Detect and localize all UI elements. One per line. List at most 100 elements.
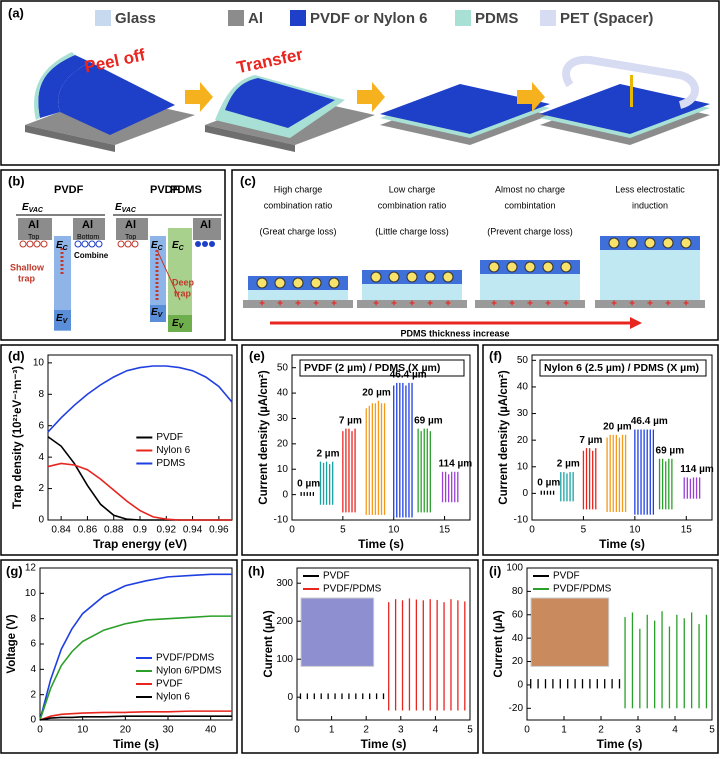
y-tick-label: -10 [514,515,529,526]
charge-sign: + [629,299,635,310]
subscript-label: EV [172,318,185,330]
step-label: Transfer [235,45,305,78]
legend-text: PDMS [156,458,185,469]
charge-sign: + [545,299,551,310]
label: PDMS thickness increase [400,328,509,338]
y-tick-label: 10 [517,461,529,472]
legend-text: PVDF/PDMS [553,584,612,595]
charge-sign: + [313,299,319,310]
y-tick-label: 0 [30,715,36,726]
caption: combintation [504,200,555,210]
y-tick-label: 10 [277,464,289,475]
y-tick-label: 30 [277,413,289,424]
label: Al [125,219,136,231]
panel-label: (e) [249,348,265,363]
series-label: 7 µm [339,415,362,426]
main: E [115,202,122,213]
x-tick-label: 5 [709,725,715,736]
x-tick-label: 2 [598,725,604,736]
line [39,715,232,721]
x-axis-title: Time (s) [358,537,404,551]
x-tick-label: 4 [433,725,439,736]
x-tick-label: 30 [162,725,174,736]
main: E [22,202,29,213]
label: Combine [74,251,109,260]
series-label: 2 µm [316,448,339,459]
line [47,436,232,521]
plot-frame [296,567,471,721]
subscript-label: EV [151,307,164,319]
x-axis-title: Time (s) [113,737,159,751]
line [39,615,232,721]
x-axis-title: Time (s) [597,737,643,751]
caption: (Prevent charge loss) [487,226,573,236]
charge-sign: + [509,299,515,310]
x-tick-label: 0 [37,725,43,736]
x-tick-label: 1 [329,725,335,736]
caption: induction [632,200,668,210]
plot-frame [526,567,713,721]
charge-sign: + [277,299,283,310]
panel-frame [241,559,479,754]
x-tick-label: 2 [363,725,369,736]
y-tick-label: 6 [30,639,36,650]
sub: C [158,245,164,252]
panel-label: (h) [248,563,265,578]
legend-text: PVDF or Nylon 6 [310,10,428,27]
legend-text: PVDF [553,571,580,582]
y-axis-title: Current (µA) [263,610,275,677]
x-tick-label: 3 [635,725,641,736]
y-tick-label: 8 [38,389,44,400]
y-tick-label: 20 [277,438,289,449]
subscript-label: EV [56,313,69,325]
charge [608,237,620,249]
x-tick-label: 0.94 [183,525,203,536]
legend-text: Nylon 6/PDMS [156,666,222,677]
x-tick-label: 0.86 [78,525,98,536]
chart-title: Nylon 6 (2.5 µm) / PDMS (X µm) [544,362,699,374]
y-tick-label: 300 [276,578,293,589]
legend-text: PVDF [156,432,183,443]
x-tick-label: 20 [120,725,132,736]
charge [680,237,692,249]
subscript-label: EVAC [22,202,44,214]
line [47,365,233,433]
panel-frame [0,0,720,166]
series-label: 0 µm [297,479,320,490]
label: Deep [172,277,195,287]
x-tick-label: 0.84 [51,525,71,536]
charge-sign: + [563,299,569,310]
panel-label: (a) [8,5,24,20]
series-label: 46.4 µm [390,370,427,381]
caption: (Great charge loss) [259,226,336,236]
band-diagram [16,214,222,332]
series-label: 46.4 µm [631,416,668,427]
charge-sign: + [391,299,397,310]
x-tick-label: 0.9 [133,525,147,536]
charge [274,277,286,289]
y-tick-label: 0 [282,489,288,500]
charge [442,271,454,283]
panel-label: (i) [489,563,501,578]
subscript-label: EC [172,240,185,252]
x-tick-label: 3 [398,725,404,736]
charge [424,271,436,283]
process-illustration [25,10,710,152]
x-tick-label: 10 [77,725,89,736]
y-tick-label: 20 [517,435,529,446]
legend-text: Al [248,10,263,27]
y-tick-label: 100 [276,654,293,665]
y-tick-label: 80 [512,586,524,597]
charge [310,277,322,289]
y-tick-label: 12 [25,563,37,574]
panel-frame [0,169,226,341]
y-tick-label: 0 [287,692,293,703]
title-box [299,359,465,377]
legend-text: Glass [115,10,156,27]
charge-diagram: + + + + + + + + + + + + + + + + + + + + [243,236,705,329]
label: Al [28,219,39,231]
panel-frame [241,344,479,556]
subscript-label: EC [151,240,164,252]
legend-text: Nylon 6 [156,692,190,703]
y-tick-label: 200 [276,616,293,627]
